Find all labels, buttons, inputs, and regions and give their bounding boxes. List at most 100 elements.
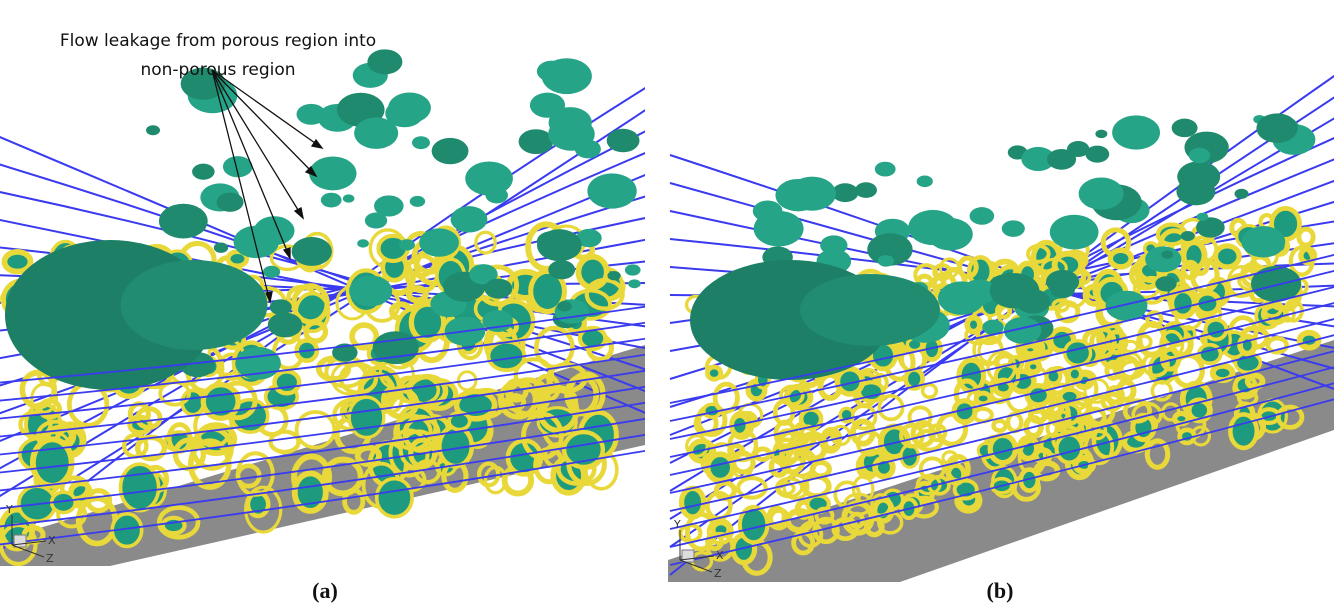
vortex-blob bbox=[399, 239, 415, 250]
vortex-blob bbox=[1172, 119, 1198, 138]
vortex-blob bbox=[1079, 178, 1124, 210]
vortex-blob bbox=[292, 237, 332, 266]
vortex-blob bbox=[343, 194, 355, 202]
vortex-blob bbox=[1067, 141, 1089, 157]
vortex-blob bbox=[1145, 246, 1181, 272]
vortex-blob bbox=[855, 182, 877, 198]
vortex-blob bbox=[146, 125, 160, 135]
panel-label: (a) bbox=[312, 578, 338, 603]
porous-strut bbox=[1027, 361, 1039, 372]
porous-strut bbox=[967, 318, 980, 332]
vortex-blob bbox=[1241, 226, 1285, 257]
vortex-blob bbox=[263, 266, 280, 278]
vortex-blob bbox=[917, 176, 933, 188]
porous-strut bbox=[163, 518, 185, 533]
vortex-blob bbox=[537, 229, 582, 261]
vortex-blob bbox=[1197, 213, 1209, 221]
porous-strut bbox=[1171, 290, 1194, 316]
porous-strut bbox=[976, 393, 990, 404]
vortex-blob bbox=[607, 271, 620, 280]
porous-strut bbox=[349, 397, 384, 437]
porous-strut bbox=[1205, 320, 1226, 340]
vortex-blob bbox=[410, 196, 425, 207]
vortex-blob bbox=[296, 104, 325, 125]
axis-label: X bbox=[716, 549, 724, 562]
vortex-blob bbox=[1112, 115, 1160, 149]
vortex-blob bbox=[1161, 250, 1173, 258]
vortex-blob bbox=[388, 93, 431, 124]
vortex-blob bbox=[628, 279, 640, 288]
porous-strut bbox=[708, 454, 733, 480]
vortex-blob bbox=[217, 193, 244, 212]
vortex-blob bbox=[1189, 148, 1211, 163]
vortex-core bbox=[121, 260, 268, 350]
axis-label: Z bbox=[46, 552, 54, 565]
vortex-blob bbox=[192, 164, 215, 180]
vortex-blob bbox=[451, 206, 488, 232]
panel-a-render bbox=[0, 49, 650, 566]
axis-label: Y bbox=[673, 518, 681, 531]
vortex-blob bbox=[1181, 231, 1195, 241]
vortex-blob bbox=[927, 218, 972, 250]
vortex-blob bbox=[546, 104, 557, 112]
vortex-blob bbox=[557, 301, 572, 311]
vortex-blob bbox=[542, 58, 592, 94]
porous-strut bbox=[33, 439, 72, 486]
porous-strut bbox=[488, 342, 524, 370]
triad-cube bbox=[682, 550, 694, 562]
vortex-blob bbox=[875, 162, 896, 177]
vortex-core bbox=[800, 274, 940, 346]
porous-strut bbox=[1299, 229, 1313, 245]
vortex-blob bbox=[365, 213, 387, 229]
vortex-blob bbox=[1106, 291, 1148, 321]
vortex-blob bbox=[268, 313, 302, 338]
panel-b-render bbox=[668, 65, 1334, 582]
vortex-blob bbox=[159, 204, 208, 239]
annotation-line: non-porous region bbox=[140, 60, 295, 80]
vortex-blob bbox=[419, 228, 459, 256]
porous-strut bbox=[409, 288, 426, 300]
vortex-blob bbox=[321, 193, 342, 208]
vortex-blob bbox=[587, 173, 636, 208]
vortex-blob bbox=[753, 200, 783, 221]
vortex-blob bbox=[309, 156, 356, 190]
vortex-blob bbox=[575, 140, 601, 159]
porous-strut bbox=[4, 252, 30, 272]
vortex-blob bbox=[878, 255, 894, 267]
vortex-blob bbox=[625, 264, 641, 275]
vortex-blob bbox=[432, 138, 469, 164]
vortex-blob bbox=[1095, 130, 1107, 139]
vortex-blob bbox=[519, 129, 554, 154]
porous-strut bbox=[120, 464, 158, 511]
vortex-blob bbox=[214, 243, 228, 253]
vortex-blob bbox=[1050, 215, 1099, 250]
vortex-blob bbox=[788, 177, 836, 211]
vortex-blob bbox=[357, 239, 369, 247]
vortex-blob bbox=[970, 207, 995, 225]
vortex-blob bbox=[1051, 281, 1075, 298]
vortex-blob bbox=[270, 299, 292, 315]
vortex-blob bbox=[234, 226, 279, 258]
vortex-blob bbox=[1016, 289, 1050, 314]
porous-strut bbox=[1027, 386, 1049, 405]
porous-strut bbox=[923, 385, 937, 398]
annotation-line: Flow leakage from porous region into bbox=[60, 31, 376, 51]
porous-strut bbox=[1065, 341, 1091, 366]
porous-strut bbox=[707, 367, 720, 379]
vortex-blob bbox=[412, 136, 430, 149]
vortex-blob bbox=[367, 49, 402, 74]
porous-strut bbox=[377, 479, 412, 517]
vortex-blob bbox=[1234, 189, 1248, 199]
vortex-blob bbox=[349, 275, 392, 306]
vortex-blob bbox=[465, 161, 513, 195]
vortex-blob bbox=[548, 260, 575, 279]
axis-label: X bbox=[48, 534, 56, 547]
vortex-blob bbox=[549, 107, 592, 138]
porous-strut bbox=[275, 371, 300, 393]
vortex-blob bbox=[1176, 177, 1215, 205]
porous-strut bbox=[1110, 250, 1131, 267]
vortex-blob bbox=[820, 235, 847, 255]
porous-strut bbox=[1215, 246, 1239, 267]
figure: Flow leakage from porous region into non… bbox=[0, 0, 1334, 612]
vortex-blob bbox=[484, 279, 512, 299]
